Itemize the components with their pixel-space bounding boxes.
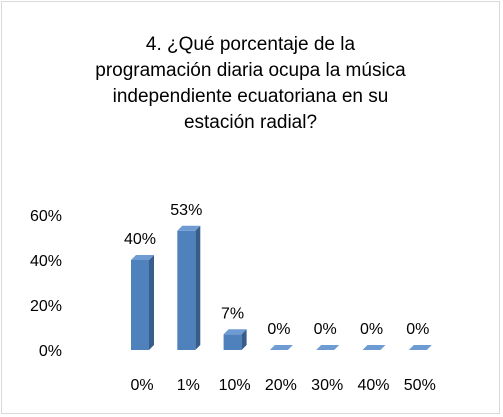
bar: [131, 260, 149, 350]
x-tick-label: 10%: [219, 377, 251, 394]
bar-top: [362, 345, 386, 350]
data-label: 40%: [124, 231, 156, 248]
y-tick-label: 40%: [30, 253, 62, 270]
x-tick-label: 0%: [130, 377, 153, 394]
bar-side: [195, 225, 201, 350]
bar-top: [316, 345, 340, 350]
bar-side: [241, 329, 247, 350]
chart-title: 4. ¿Qué porcentaje de la programación di…: [95, 34, 406, 133]
bar-top: [131, 255, 154, 260]
bar-side: [149, 255, 154, 350]
x-tick-label: 40%: [357, 377, 389, 394]
bar-top: [223, 329, 247, 335]
x-tick-label: 20%: [265, 377, 297, 394]
y-tick-label: 0%: [39, 343, 62, 360]
x-tick-label: 1%: [177, 377, 200, 394]
bar: [223, 334, 242, 350]
data-label: 53%: [170, 202, 202, 219]
data-label: 0%: [267, 321, 290, 338]
bar-top: [269, 345, 293, 350]
bar-top: [177, 225, 201, 231]
data-label: 0%: [406, 321, 429, 338]
x-tick-label: 30%: [311, 377, 343, 394]
x-tick-label: 50%: [404, 377, 436, 394]
data-label: 7%: [221, 305, 244, 322]
data-label: 0%: [314, 321, 337, 338]
data-label: 0%: [360, 321, 383, 338]
bar-top: [408, 345, 432, 350]
bar: [177, 230, 196, 350]
y-tick-label: 60%: [30, 208, 62, 225]
y-tick-label: 20%: [30, 298, 62, 315]
